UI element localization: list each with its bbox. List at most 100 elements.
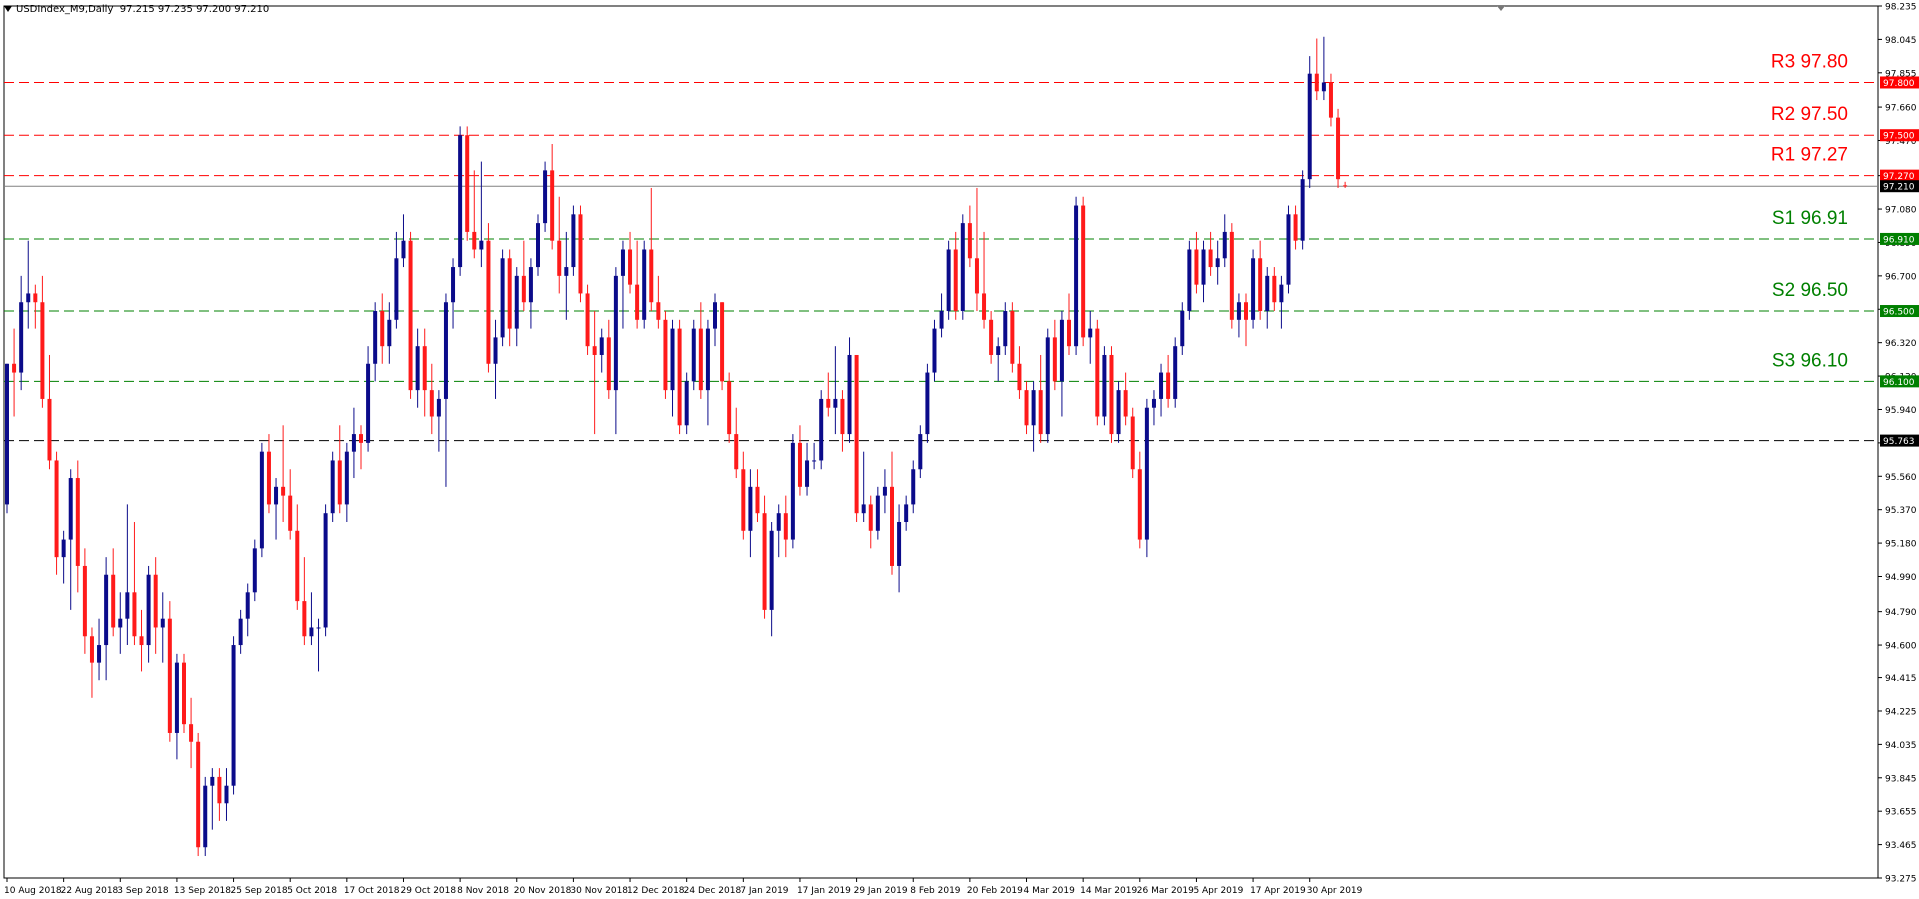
candle-body — [1222, 231, 1227, 259]
candle-body — [1116, 390, 1121, 435]
candle-body — [953, 249, 958, 312]
x-tick-label: 17 Oct 2018 — [344, 886, 400, 896]
y-tick-label: 96.320 — [1885, 339, 1917, 349]
candle-body — [982, 293, 987, 320]
price-tag-text-S2: 96.500 — [1883, 308, 1915, 318]
candle-body — [1003, 311, 1008, 347]
candle-body — [1328, 82, 1333, 118]
candle-body — [521, 275, 526, 303]
level-label-S3: S3 96.10 — [1772, 350, 1848, 371]
price-tag-base — [1880, 434, 1919, 447]
candle-body — [302, 601, 307, 637]
price-tag-text-S3: 96.100 — [1883, 378, 1915, 388]
x-tick-label: 5 Oct 2018 — [287, 886, 337, 896]
x-tick-label: 13 Sep 2018 — [174, 886, 231, 896]
candle-body — [599, 337, 604, 355]
candle-body — [33, 293, 38, 303]
candle-body — [1215, 258, 1220, 268]
candle-body — [174, 662, 179, 733]
y-tick-label: 95.180 — [1885, 540, 1917, 550]
candle-body — [146, 574, 151, 646]
candle-body — [1180, 311, 1185, 347]
candle-body — [762, 513, 767, 610]
plot-frame — [3, 5, 1879, 879]
y-tick-label: 94.415 — [1885, 674, 1917, 684]
candle-body — [125, 592, 130, 619]
candle-body — [741, 469, 746, 531]
x-tick-label: 25 Sep 2018 — [231, 886, 288, 896]
candle-body — [238, 618, 243, 646]
candle-body — [196, 741, 201, 848]
y-tick-label: 94.990 — [1885, 573, 1917, 583]
candle-body — [82, 565, 87, 637]
x-tick-label: 3 Sep 2018 — [117, 886, 169, 896]
candle-body — [458, 135, 463, 268]
candle-body — [465, 135, 470, 232]
candle-body — [918, 434, 923, 470]
level-label-R2: R2 97.50 — [1771, 104, 1848, 125]
candle-body — [550, 170, 555, 241]
candle-body — [153, 574, 158, 628]
candle-body — [1244, 302, 1248, 320]
candle-body — [996, 346, 1001, 355]
candle-body — [1144, 407, 1149, 540]
candle-body — [904, 504, 909, 522]
y-tick-label: 97.470 — [1885, 137, 1917, 147]
y-tick-label: 97.080 — [1885, 206, 1917, 216]
x-tick-label: 17 Jan 2019 — [797, 886, 851, 896]
candle-body — [932, 328, 937, 373]
candle-body — [118, 618, 123, 628]
candle-body — [1343, 185, 1348, 187]
x-tick-label: 20 Feb 2019 — [967, 886, 1023, 896]
candle-body — [897, 521, 902, 566]
candle-body — [1031, 390, 1036, 426]
candle-body — [1088, 328, 1093, 338]
x-tick-label: 12 Dec 2018 — [627, 886, 685, 896]
candle-body — [691, 328, 696, 382]
y-tick-label: 93.465 — [1885, 841, 1917, 851]
candle-body — [1173, 346, 1178, 399]
candle-body — [635, 284, 640, 320]
candle-body — [755, 486, 760, 514]
candle-body — [182, 662, 186, 725]
dropdown-triangle-icon[interactable] — [4, 6, 12, 12]
candle-body — [380, 311, 385, 347]
candle-body — [274, 486, 279, 505]
candle-body — [656, 302, 661, 320]
candle-body — [451, 267, 456, 303]
candle-body — [1194, 249, 1199, 285]
candle-body — [316, 627, 321, 629]
candle-body — [606, 337, 611, 391]
x-tick-label: 29 Jan 2019 — [854, 886, 908, 896]
candle-body — [97, 645, 102, 663]
candle-body — [819, 398, 824, 461]
candle-body — [514, 275, 519, 329]
price-tag-text-base: 95.763 — [1883, 437, 1915, 447]
candle-body — [720, 302, 725, 382]
candle-body — [1038, 390, 1043, 435]
candle-body — [217, 776, 222, 804]
y-tick-label: 94.790 — [1885, 608, 1917, 618]
candle-body — [351, 434, 356, 452]
candle-body — [330, 460, 335, 514]
candle-body — [1201, 249, 1206, 285]
price-tag-R3 — [1880, 76, 1919, 89]
candle-body — [1059, 319, 1064, 382]
candle-body — [1258, 258, 1263, 312]
candle-body — [890, 486, 894, 566]
candle-body — [840, 398, 845, 435]
candles-group — [5, 36, 1348, 857]
candle-body — [557, 240, 562, 276]
candle-body — [1151, 398, 1156, 408]
candle-body — [620, 249, 625, 276]
candle-body — [861, 504, 866, 514]
candle-body — [231, 645, 236, 786]
candle-body — [1010, 311, 1015, 364]
y-tick-label: 97.660 — [1885, 104, 1917, 114]
candle-body — [132, 592, 137, 637]
candle-body — [1236, 302, 1241, 320]
candle-body — [1321, 82, 1326, 92]
candle-body — [783, 513, 788, 540]
x-tick-label: 8 Nov 2018 — [457, 886, 509, 896]
